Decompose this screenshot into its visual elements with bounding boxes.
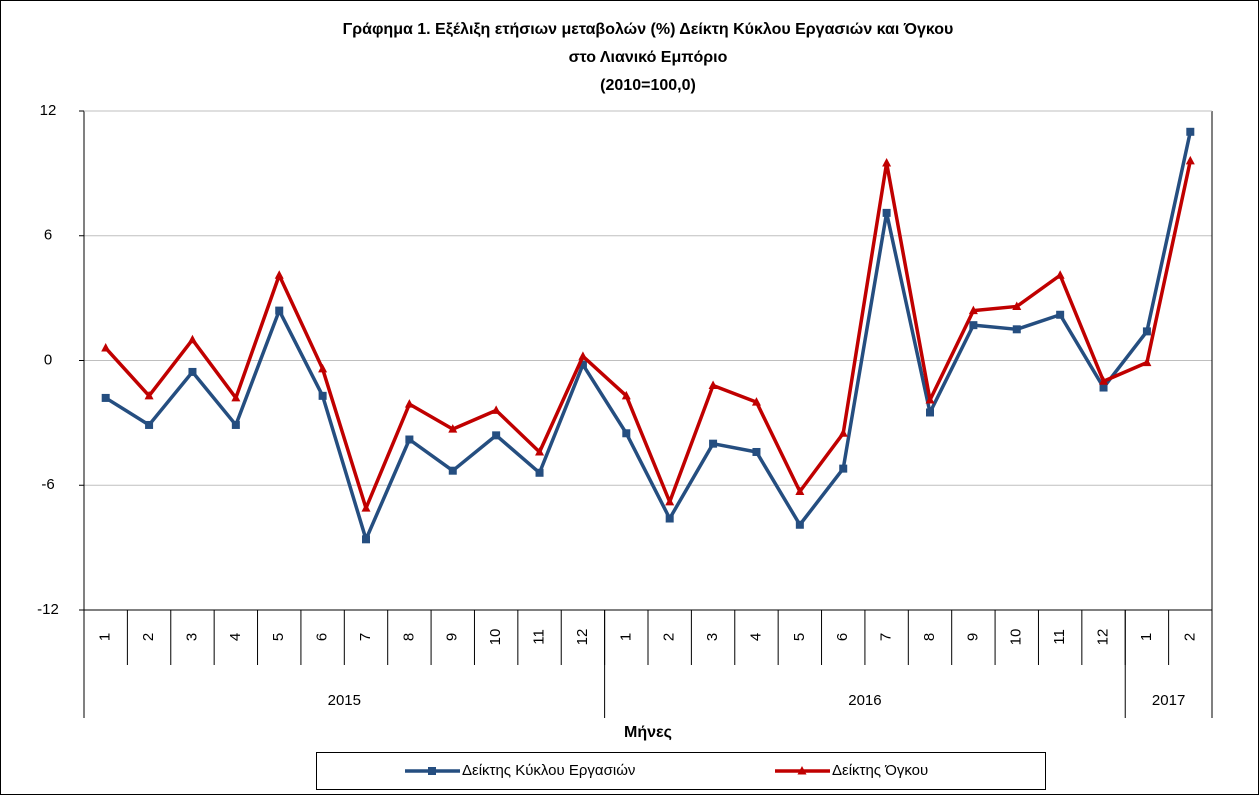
point-marker: [578, 351, 588, 360]
point-marker: [448, 466, 457, 475]
year-label: 2016: [848, 692, 881, 709]
point-marker: [968, 305, 978, 315]
point-marker: [1055, 270, 1065, 279]
x-tick-label: 4: [227, 633, 244, 641]
legend-label: Δείκτης Όγκου: [832, 762, 928, 779]
point-marker: [1012, 301, 1022, 310]
point-marker: [709, 439, 718, 448]
x-tick-label: 11: [531, 629, 548, 645]
x-axis-label: Μήνες: [624, 724, 672, 741]
point-marker: [882, 157, 892, 167]
point-marker: [535, 468, 544, 477]
point-marker: [708, 380, 718, 389]
point-marker: [882, 208, 891, 217]
point-marker: [274, 270, 284, 279]
point-marker: [752, 447, 761, 456]
point-marker: [795, 520, 804, 529]
point-marker: [318, 363, 328, 373]
point-marker: [795, 486, 805, 495]
year-label: 2015: [328, 692, 361, 709]
chart-title: Γράφημα 1. Εξέλιξη ετήσιων μεταβολών (%)…: [343, 21, 954, 38]
x-tick-label: 8: [921, 633, 938, 641]
point-marker: [362, 535, 370, 544]
point-marker: [751, 397, 761, 406]
point-marker: [144, 390, 154, 400]
x-tick-label: 6: [834, 633, 851, 641]
point-marker: [231, 392, 241, 402]
point-marker: [491, 405, 501, 414]
x-tick-label: 10: [1008, 629, 1025, 646]
x-tick-label: 4: [747, 633, 764, 641]
point-marker: [1185, 155, 1195, 165]
point-marker: [665, 496, 675, 506]
y-tick-label: 0: [44, 351, 52, 368]
point-marker: [101, 343, 111, 352]
x-tick-label: 7: [357, 633, 374, 641]
point-marker: [1142, 357, 1152, 367]
point-marker: [797, 766, 807, 775]
series-line: [104, 131, 1193, 542]
point-marker: [665, 514, 674, 523]
point-marker: [188, 367, 197, 376]
point-marker: [1056, 310, 1065, 319]
point-marker: [428, 767, 436, 775]
point-marker: [361, 503, 371, 512]
point-marker: [622, 429, 631, 438]
x-tick-label: 1: [1138, 633, 1155, 641]
point-marker: [318, 391, 327, 400]
x-tick-label: 5: [791, 633, 808, 641]
point-marker: [187, 334, 197, 344]
x-tick-label: 9: [444, 633, 461, 641]
y-tick-label: -12: [37, 601, 59, 618]
point-marker: [925, 395, 935, 404]
year-label: 2017: [1152, 692, 1185, 709]
point-marker: [405, 435, 414, 444]
point-marker: [535, 446, 545, 456]
y-tick-label: 12: [40, 102, 57, 119]
point-marker: [404, 399, 414, 408]
x-tick-label: 12: [1095, 629, 1112, 646]
point-marker: [1012, 325, 1021, 334]
x-tick-label: 11: [1051, 629, 1068, 645]
chart-title: (2010=100,0): [600, 77, 696, 94]
legend-label: Δείκτης Κύκλου Εργασιών: [462, 762, 635, 779]
point-marker: [1099, 376, 1109, 385]
x-tick-label: 2: [1181, 633, 1198, 641]
point-marker: [1142, 327, 1151, 336]
point-marker: [145, 420, 154, 429]
point-marker: [1099, 383, 1108, 392]
x-tick-label: 3: [704, 633, 721, 641]
x-tick-label: 1: [617, 633, 634, 641]
x-tick-label: 10: [487, 629, 504, 646]
point-marker: [231, 420, 240, 429]
series-line: [104, 160, 1193, 510]
x-tick-label: 2: [661, 633, 678, 641]
point-marker: [926, 408, 934, 417]
x-tick-label: 8: [400, 633, 417, 641]
point-marker: [578, 360, 587, 369]
chart-title: στο Λιανικό Εμπόριο: [569, 49, 728, 66]
point-marker: [838, 428, 848, 437]
x-tick-label: 3: [183, 633, 200, 641]
x-tick-label: 7: [878, 633, 895, 641]
x-tick-label: 9: [964, 633, 981, 641]
point-marker: [448, 424, 458, 433]
x-tick-label: 12: [574, 629, 591, 646]
x-tick-label: 6: [314, 633, 331, 641]
point-marker: [1186, 127, 1195, 136]
point-marker: [621, 390, 631, 400]
x-tick-label: 1: [97, 633, 114, 641]
point-marker: [275, 306, 284, 315]
x-tick-label: 2: [140, 633, 157, 641]
x-tick-label: 5: [270, 633, 287, 641]
point-marker: [492, 431, 501, 440]
y-tick-label: 6: [44, 227, 52, 244]
point-marker: [969, 321, 978, 330]
point-marker: [101, 393, 110, 402]
y-tick-label: -6: [41, 476, 54, 493]
point-marker: [839, 464, 848, 473]
